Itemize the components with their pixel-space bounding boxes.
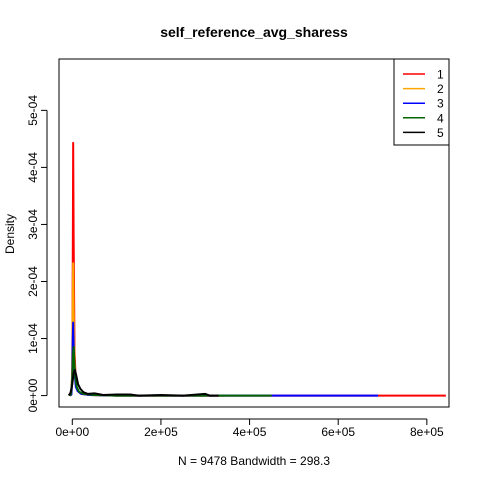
plot-area bbox=[67, 141, 446, 397]
legend-label-3: 3 bbox=[437, 97, 444, 111]
x-tick-label: 0e+00 bbox=[55, 425, 89, 439]
y-tick-label: 4e-04 bbox=[26, 152, 40, 183]
chart-title: self_reference_avg_sharess bbox=[160, 24, 348, 40]
x-tick-label: 2e+05 bbox=[144, 425, 178, 439]
y-tick-label: 5e-04 bbox=[26, 95, 40, 126]
y-tick-label: 3e-04 bbox=[26, 209, 40, 240]
y-axis-label: Density bbox=[3, 214, 17, 254]
x-tick-label: 8e+05 bbox=[410, 425, 444, 439]
plot-frame bbox=[58, 58, 450, 408]
axes: 0e+00 2e+05 4e+05 6e+05 8e+05 0e+00 1e-04 2e-04… bbox=[26, 58, 450, 439]
x-tick-label: 4e+05 bbox=[233, 425, 267, 439]
series-line-3 bbox=[69, 321, 379, 397]
legend-label-2: 2 bbox=[437, 82, 444, 96]
legend-label-1: 1 bbox=[437, 68, 444, 82]
y-tick-label: 2e-04 bbox=[26, 266, 40, 297]
series-line-4 bbox=[68, 346, 272, 397]
x-axis-label: N = 9478 Bandwidth = 298.3 bbox=[178, 454, 330, 468]
y-tick-label: 0e+00 bbox=[26, 378, 40, 412]
legend-label-4: 4 bbox=[437, 111, 444, 125]
legend-label-5: 5 bbox=[437, 126, 444, 140]
series-line-2 bbox=[69, 262, 223, 397]
series-line-5 bbox=[67, 368, 219, 397]
y-tick-label: 1e-04 bbox=[26, 323, 40, 354]
x-tick-label: 6e+05 bbox=[321, 425, 355, 439]
series-line-1 bbox=[69, 141, 446, 397]
